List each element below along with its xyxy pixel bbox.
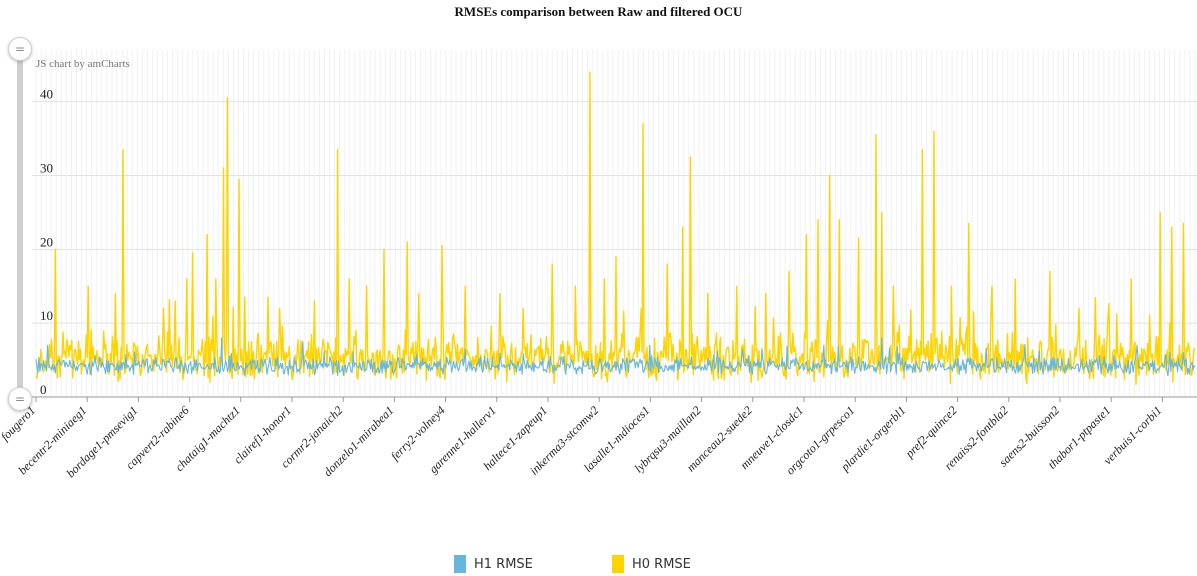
y-tick-label: 10 (40, 308, 53, 323)
chart-credit: JS chart by amCharts (36, 58, 130, 70)
legend-label: H1 RMSE (474, 556, 533, 572)
series-line-h0-rmse (35, 71, 1196, 385)
legend-swatch (454, 555, 466, 573)
y-tick-label: 0 (40, 382, 47, 397)
legend-swatch (612, 555, 624, 573)
scrollbar-bottom-handle[interactable]: = (8, 387, 32, 411)
grip-icon: = (14, 42, 26, 56)
grip-icon: = (14, 392, 26, 406)
y-tick-label: 20 (40, 234, 53, 249)
y-tick-label: 30 (40, 161, 53, 176)
legend-label: H0 RMSE (632, 556, 691, 572)
scrollbar-top-handle[interactable]: = (8, 37, 32, 61)
scrollbar-rail (17, 48, 23, 398)
series-line-h1-rmse (35, 337, 1196, 377)
legend-item-h1[interactable]: H1 RMSE (454, 555, 533, 573)
legend-item-h0[interactable]: H0 RMSE (612, 555, 691, 573)
legend: H1 RMSE H0 RMSE (0, 555, 1197, 575)
chart-title: RMSEs comparison between Raw and filtere… (454, 4, 743, 19)
y-tick-label: 40 (40, 87, 53, 102)
